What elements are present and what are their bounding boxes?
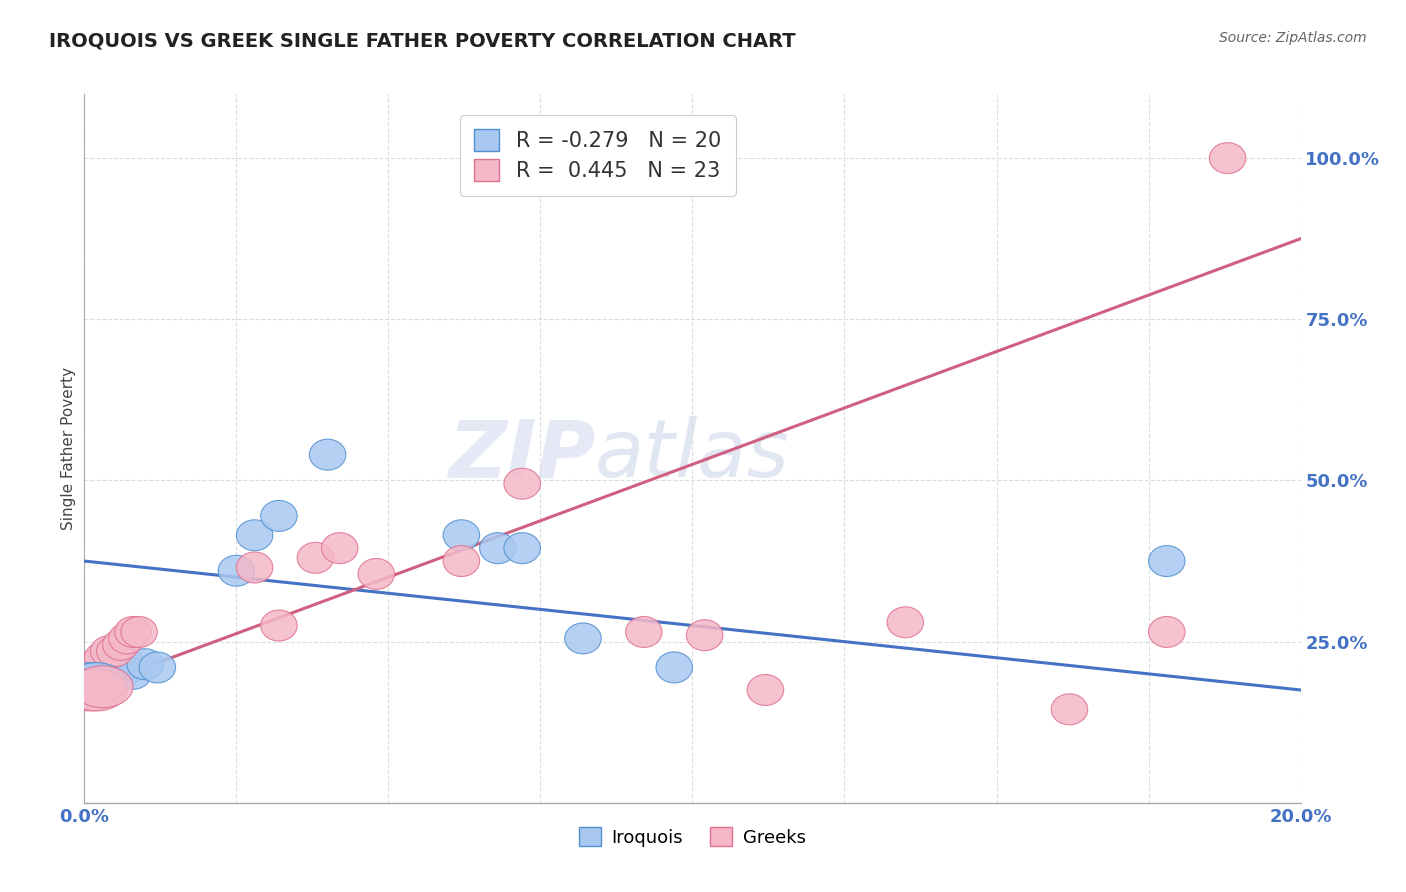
Ellipse shape bbox=[297, 542, 333, 574]
Ellipse shape bbox=[236, 520, 273, 550]
Ellipse shape bbox=[60, 669, 121, 711]
Text: IROQUOIS VS GREEK SINGLE FATHER POVERTY CORRELATION CHART: IROQUOIS VS GREEK SINGLE FATHER POVERTY … bbox=[49, 31, 796, 50]
Ellipse shape bbox=[1149, 546, 1185, 576]
Ellipse shape bbox=[322, 533, 359, 564]
Ellipse shape bbox=[97, 662, 134, 692]
Ellipse shape bbox=[127, 648, 163, 680]
Ellipse shape bbox=[686, 620, 723, 650]
Ellipse shape bbox=[1052, 694, 1088, 725]
Legend: Iroquois, Greeks: Iroquois, Greeks bbox=[572, 821, 813, 854]
Text: Source: ZipAtlas.com: Source: ZipAtlas.com bbox=[1219, 31, 1367, 45]
Ellipse shape bbox=[72, 658, 108, 690]
Ellipse shape bbox=[115, 658, 152, 690]
Ellipse shape bbox=[747, 674, 783, 706]
Ellipse shape bbox=[260, 500, 297, 532]
Ellipse shape bbox=[443, 520, 479, 550]
Ellipse shape bbox=[84, 642, 121, 673]
Ellipse shape bbox=[103, 630, 139, 660]
Ellipse shape bbox=[72, 662, 108, 692]
Ellipse shape bbox=[359, 558, 395, 590]
Ellipse shape bbox=[503, 468, 540, 500]
Ellipse shape bbox=[108, 623, 145, 654]
Ellipse shape bbox=[1149, 616, 1185, 648]
Ellipse shape bbox=[309, 439, 346, 470]
Ellipse shape bbox=[60, 663, 121, 705]
Ellipse shape bbox=[90, 648, 127, 680]
Text: atlas: atlas bbox=[595, 417, 790, 494]
Ellipse shape bbox=[66, 663, 127, 705]
Ellipse shape bbox=[90, 636, 127, 667]
Ellipse shape bbox=[1209, 143, 1246, 174]
Ellipse shape bbox=[565, 623, 602, 654]
Ellipse shape bbox=[218, 555, 254, 586]
Ellipse shape bbox=[108, 648, 145, 680]
Ellipse shape bbox=[79, 665, 115, 696]
Ellipse shape bbox=[887, 607, 924, 638]
Ellipse shape bbox=[657, 652, 693, 683]
Ellipse shape bbox=[79, 648, 115, 680]
Ellipse shape bbox=[97, 636, 134, 667]
Ellipse shape bbox=[236, 552, 273, 583]
Ellipse shape bbox=[503, 533, 540, 564]
Ellipse shape bbox=[260, 610, 297, 641]
Y-axis label: Single Father Poverty: Single Father Poverty bbox=[60, 367, 76, 530]
Ellipse shape bbox=[103, 658, 139, 690]
Ellipse shape bbox=[115, 616, 152, 648]
Ellipse shape bbox=[443, 546, 479, 576]
Text: ZIP: ZIP bbox=[447, 417, 595, 494]
Ellipse shape bbox=[139, 652, 176, 683]
Ellipse shape bbox=[479, 533, 516, 564]
Ellipse shape bbox=[72, 665, 134, 707]
Ellipse shape bbox=[121, 616, 157, 648]
Ellipse shape bbox=[84, 668, 121, 699]
Ellipse shape bbox=[66, 669, 127, 711]
Ellipse shape bbox=[626, 616, 662, 648]
